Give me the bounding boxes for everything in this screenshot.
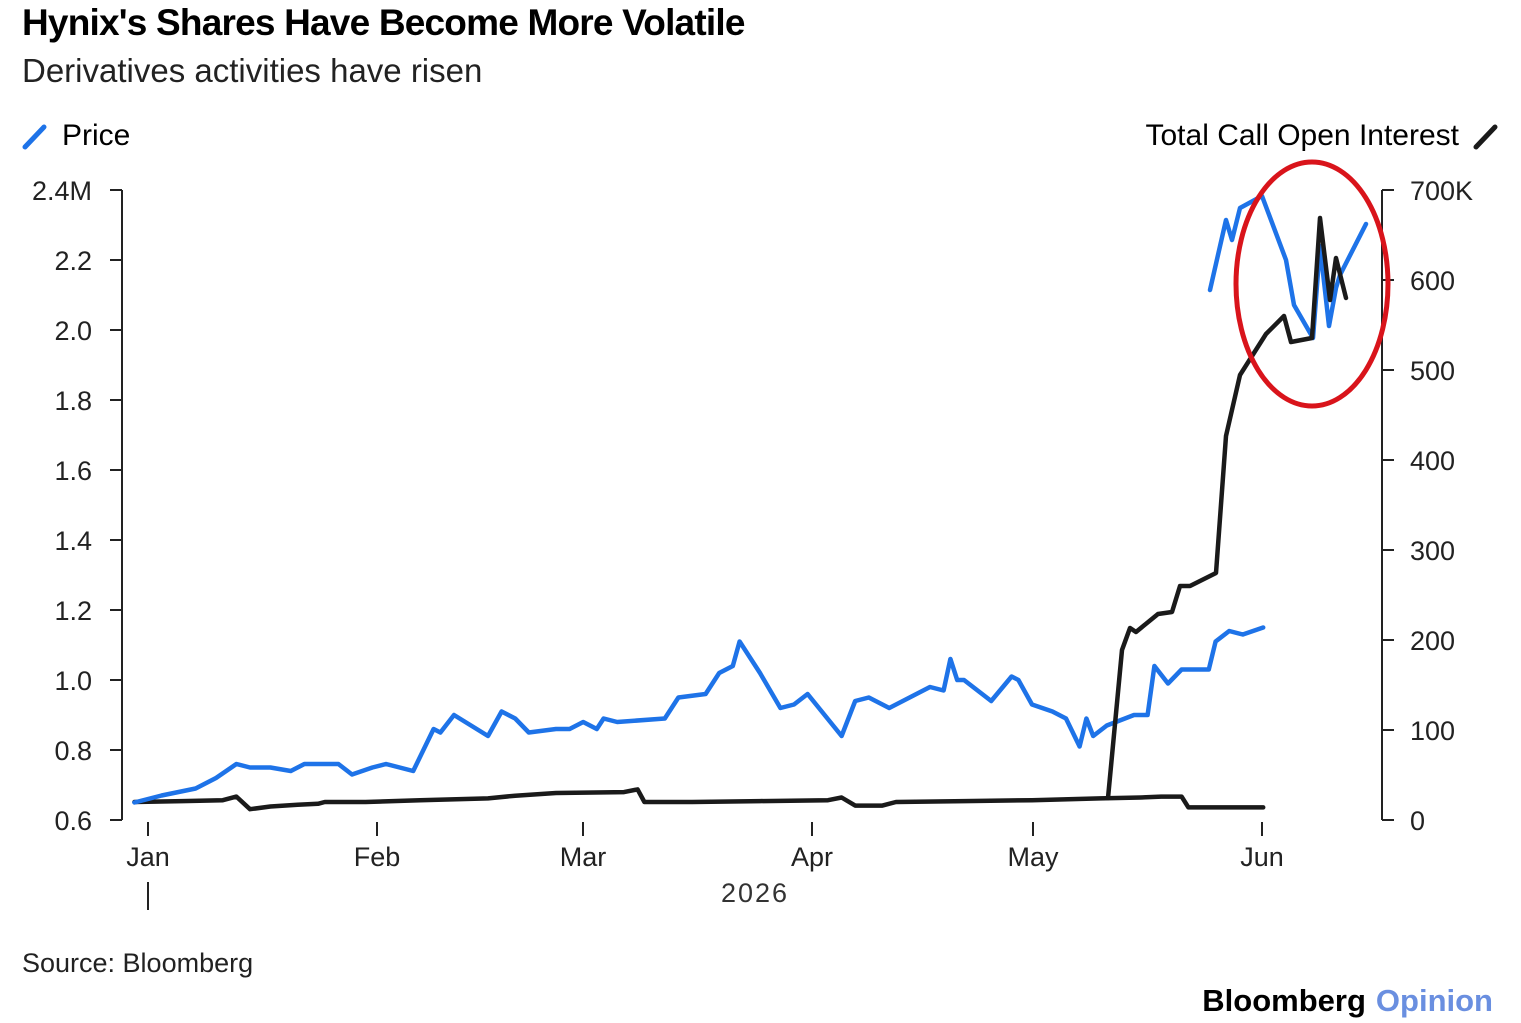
x-tick-label: Jun xyxy=(1240,842,1284,872)
source-note: Source: Bloomberg xyxy=(22,948,254,978)
y-right-tick-label: 400 xyxy=(1410,446,1455,476)
price-line-recent xyxy=(1207,193,1369,341)
chart-series xyxy=(132,193,1369,812)
annotation-circle xyxy=(1233,159,1391,409)
y-left-tick-label: 2.4M xyxy=(32,176,92,206)
legend-open-interest: Total Call Open Interest xyxy=(1146,119,1500,153)
legend-open-interest-label: Total Call Open Interest xyxy=(1145,119,1460,152)
legend-price: Price xyxy=(22,119,130,153)
y-right-tick-label: 500 xyxy=(1410,356,1455,386)
x-axis-label: 2026 xyxy=(721,878,789,908)
price-legend-swatch xyxy=(22,124,47,150)
price-line xyxy=(132,625,1266,805)
open-interest-legend-swatch xyxy=(1473,124,1498,150)
chart-title: Hynix's Shares Have Become More Volatile xyxy=(22,2,745,43)
x-tick-label: Mar xyxy=(560,842,607,872)
x-tick-label: Feb xyxy=(354,842,401,872)
y-right-tick-label: 100 xyxy=(1410,716,1455,746)
y-left-tick-label: 2.2 xyxy=(54,246,92,276)
open-interest-line-recent xyxy=(1105,215,1349,801)
y-left-tick-label: 2.0 xyxy=(54,316,92,346)
brand-name: Bloomberg xyxy=(1202,983,1366,1018)
x-tick-label: May xyxy=(1007,842,1059,872)
y-right-tick-label: 200 xyxy=(1410,626,1455,656)
y-left-tick-label: 1.8 xyxy=(54,386,92,416)
y-left-tick-label: 0.6 xyxy=(54,806,92,836)
chart-subtitle: Derivatives activities have risen xyxy=(22,52,483,89)
y-left-tick-label: 1.4 xyxy=(54,526,92,556)
y-right-tick-label: 600 xyxy=(1410,266,1455,296)
chart-axes: 0.6 0.8 1.0 1.2 1.4 1.6 1.8 2.0 2.2 2.4M 0 100 200 30… xyxy=(32,176,1473,910)
y-right-tick-label: 700K xyxy=(1410,176,1473,206)
legend-price-label: Price xyxy=(62,119,131,152)
y-left-tick-label: 0.8 xyxy=(54,736,92,766)
chart-annotations xyxy=(1233,159,1391,409)
y-right-tick-label: 300 xyxy=(1410,536,1455,566)
y-right-tick-label: 0 xyxy=(1410,806,1425,836)
brand-section: Opinion xyxy=(1375,983,1493,1018)
x-tick-label: Jan xyxy=(126,842,170,872)
x-tick-label: Apr xyxy=(791,842,833,872)
y-left-tick-label: 1.0 xyxy=(54,666,92,696)
y-left-tick-label: 1.6 xyxy=(54,456,92,486)
brand-logo: Bloomberg Opinion xyxy=(1202,983,1493,1019)
open-interest-line xyxy=(132,787,1266,812)
y-left-tick-label: 1.2 xyxy=(54,596,92,626)
